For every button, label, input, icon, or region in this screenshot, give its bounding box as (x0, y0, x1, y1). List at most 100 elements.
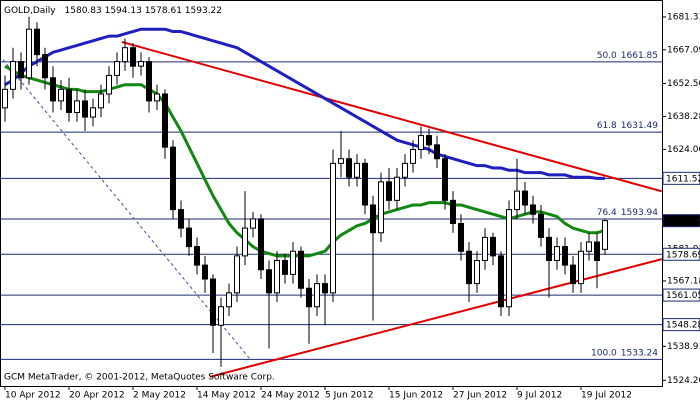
candle-body (90, 107, 96, 118)
candle-body (402, 162, 408, 178)
x-tick-label: 14 May 2012 (197, 391, 256, 401)
candle-body (234, 255, 240, 294)
candle-body (458, 222, 464, 252)
candle-body (346, 158, 352, 178)
fib-label: 76.4 1593.94 (597, 207, 659, 217)
candle-body (210, 278, 216, 326)
candle-body (554, 246, 560, 261)
footer: GCM MetaTrader, © 2001-2012, MetaQuotes … (4, 373, 275, 383)
candle-body (218, 306, 224, 326)
candle-body (74, 100, 80, 113)
price-box-label: 1611.52 (666, 174, 700, 184)
open: 1580.83 (65, 6, 102, 16)
candle-body (578, 250, 584, 285)
candle-body (106, 74, 112, 95)
candle-body (18, 61, 24, 79)
candle-body (202, 264, 208, 280)
candle-body (490, 236, 496, 257)
high: 1594.13 (105, 6, 142, 16)
candle-body (42, 54, 48, 79)
fib-value: 1631.49 (621, 121, 658, 131)
candle-body (434, 144, 440, 160)
candle-body (522, 190, 528, 206)
candle-body (498, 255, 504, 308)
x-tick-label: 15 Jun 2012 (389, 391, 443, 401)
trendline (209, 258, 663, 378)
y-tick-label: 1524.20 (667, 376, 700, 386)
candle-body (482, 236, 488, 261)
fib-value: 1593.94 (621, 207, 658, 217)
candle-body (146, 61, 152, 102)
candle-body (194, 246, 200, 266)
x-tick-label: 27 Jun 2012 (453, 391, 507, 401)
x-tick-label: 20 Apr 2012 (69, 391, 125, 401)
candle-body (586, 241, 592, 252)
candle-body (130, 47, 136, 67)
moving-average (4, 64, 606, 258)
candle-body (514, 190, 520, 211)
candle-body (290, 250, 296, 275)
symbol: GOLD,Daily (4, 6, 56, 16)
candle-body (602, 220, 608, 250)
candle-body (386, 181, 392, 201)
candle-body (538, 213, 544, 238)
candle-body (82, 100, 88, 118)
candle-body (178, 209, 184, 229)
fib-ratio: 61.8 (597, 121, 617, 131)
candle-body (258, 218, 264, 271)
candle-body (338, 158, 344, 164)
candle-body (322, 283, 328, 294)
candle-body (282, 259, 288, 275)
candle-body (114, 61, 120, 76)
fib-label: 61.8 1631.49 (597, 121, 659, 131)
y-tick-label: 1681.31 (667, 12, 700, 22)
candle-body (298, 250, 304, 289)
trendline (2, 59, 251, 360)
fib-label: 100.0 1533.24 (591, 348, 658, 358)
candle-body (170, 146, 176, 211)
price-box (662, 247, 700, 261)
candle-body (26, 28, 32, 79)
x-tick-label: 5 Jun 2012 (325, 391, 373, 401)
candle-body (362, 162, 368, 206)
x-tick-label: 2 May 2012 (133, 391, 186, 401)
candle-body (426, 135, 432, 146)
candle-body (122, 47, 128, 63)
y-tick-label: 1538.91 (667, 342, 700, 352)
fib-ratio: 50.0 (597, 50, 617, 60)
candle-body (186, 227, 192, 248)
candle-body (442, 158, 448, 201)
candle-body (450, 199, 456, 224)
candle-body (314, 283, 320, 308)
price-box (662, 288, 700, 302)
trendline (121, 40, 663, 193)
candle-body (370, 204, 376, 234)
price-box-label: 1548.28 (666, 321, 700, 331)
x-tick-label: 9 Jul 2012 (517, 391, 562, 401)
candle-body (378, 181, 384, 234)
candle-body (546, 236, 552, 261)
y-tick-label: 1624.06 (667, 145, 700, 155)
candle-body (274, 259, 280, 294)
candle-body (562, 246, 568, 266)
fib-ratio: 100.0 (591, 348, 617, 358)
candle-body (58, 88, 64, 102)
candle-body (330, 162, 336, 294)
y-tick-label: 1638.28 (667, 112, 700, 122)
candle-body (138, 61, 144, 67)
candle-body (570, 264, 576, 285)
candle-body (410, 148, 416, 164)
close: 1593.22 (185, 6, 222, 16)
low: 1578.61 (145, 6, 182, 16)
y-tick-label: 1667.09 (667, 45, 700, 55)
candle-body (394, 176, 400, 201)
candle-body (154, 93, 160, 102)
x-tick-label: 19 Jul 2012 (581, 391, 632, 401)
x-tick-label: 10 Apr 2012 (5, 391, 61, 401)
candle-body (34, 28, 40, 56)
plot-area: 50.0 1661.85 61.8 1631.49 76.4 1593.94 100.0 15… (0, 16, 663, 378)
candle-body (594, 241, 600, 261)
candle-body (66, 88, 72, 113)
candle-body (162, 93, 168, 148)
